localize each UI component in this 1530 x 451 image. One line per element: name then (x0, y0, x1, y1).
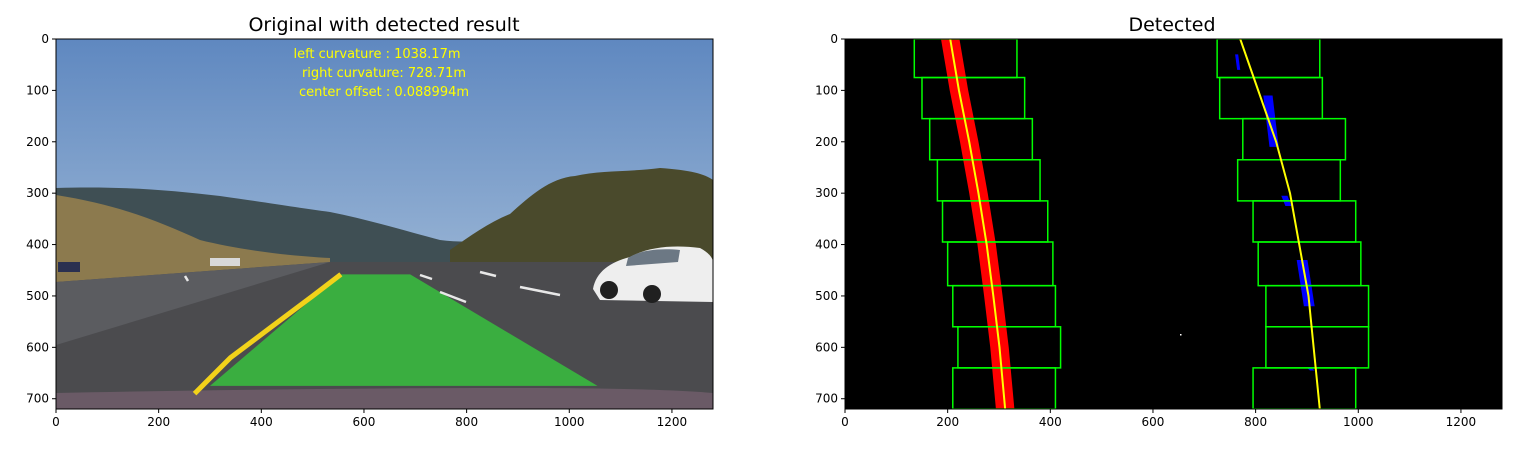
x-tick-label: 800 (455, 415, 478, 429)
right-axes-frame (844, 38, 1503, 410)
x-tick-label: 1000 (554, 415, 585, 429)
lane-dashes (183, 270, 561, 304)
noise-dot (1180, 334, 1182, 336)
hood (56, 388, 713, 409)
binary-warped-image (845, 39, 1502, 409)
left-panel-title: Original with detected result (248, 14, 519, 36)
y-tick-label: 600 (26, 340, 49, 354)
y-tick-label: 200 (26, 135, 49, 149)
white-car (593, 246, 713, 303)
y-tick-label: 300 (26, 186, 49, 200)
x-tick-label: 200 (147, 415, 170, 429)
y-tick-label: 100 (26, 83, 49, 97)
x-tick-label: 400 (250, 415, 273, 429)
y-tick-label: 0 (41, 32, 49, 46)
road-photo (56, 39, 713, 409)
left-curvature-text: left curvature : 1038.17m (293, 47, 460, 62)
y-tick-label: 100 (815, 83, 838, 97)
sliding-windows (913, 39, 1370, 409)
y-tick-label: 300 (815, 186, 838, 200)
y-tick-label: 200 (815, 135, 838, 149)
x-tick-label: 200 (936, 415, 959, 429)
right-pixel-cluster (1263, 95, 1279, 147)
right-pixel-cluster (1235, 54, 1241, 70)
left-fit-line (949, 39, 1007, 409)
right-curvature-text: right curvature: 728.71m (302, 66, 466, 81)
curvature-annotations: left curvature : 1038.17m right curvatur… (293, 47, 469, 100)
lane-fill (209, 274, 598, 386)
left-axes-frame (55, 38, 714, 410)
center-offset-text: center offset : 0.088994m (299, 85, 469, 100)
x-tick-label: 0 (52, 415, 60, 429)
y-tick-label: 400 (26, 238, 49, 252)
x-tick-label: 1200 (657, 415, 688, 429)
x-tick-label: 1200 (1446, 415, 1477, 429)
y-tick-label: 700 (26, 392, 49, 406)
y-tick-label: 600 (815, 340, 838, 354)
y-tick-label: 0 (830, 32, 838, 46)
left-axes: 0 200 400 600 800 1000 1200 0 100 200 300 400 500 600… (26, 32, 687, 429)
distant-truck (210, 258, 240, 266)
right-fit-line (1239, 39, 1321, 409)
x-tick-label: 0 (841, 415, 849, 429)
y-tick-label: 500 (26, 289, 49, 303)
y-tick-label: 400 (815, 238, 838, 252)
y-tick-label: 700 (815, 392, 838, 406)
shoulder (56, 262, 330, 345)
x-tick-label: 1000 (1343, 415, 1374, 429)
x-tick-label: 400 (1039, 415, 1062, 429)
left-panel: Original with detected result (26, 14, 714, 429)
lane-line-left (192, 272, 343, 396)
distant-car (58, 262, 80, 272)
x-tick-label: 800 (1244, 415, 1267, 429)
x-tick-label: 600 (353, 415, 376, 429)
right-panel-title: Detected (1128, 14, 1215, 36)
y-tick-label: 500 (815, 289, 838, 303)
right-axes: 0 200 400 600 800 1000 1200 0 100 200 300 400 500 600… (815, 32, 1476, 429)
right-panel: Detected 0 200 400 600 800 1000 1200 0 100 200 300… (815, 14, 1503, 429)
x-tick-label: 600 (1142, 415, 1165, 429)
